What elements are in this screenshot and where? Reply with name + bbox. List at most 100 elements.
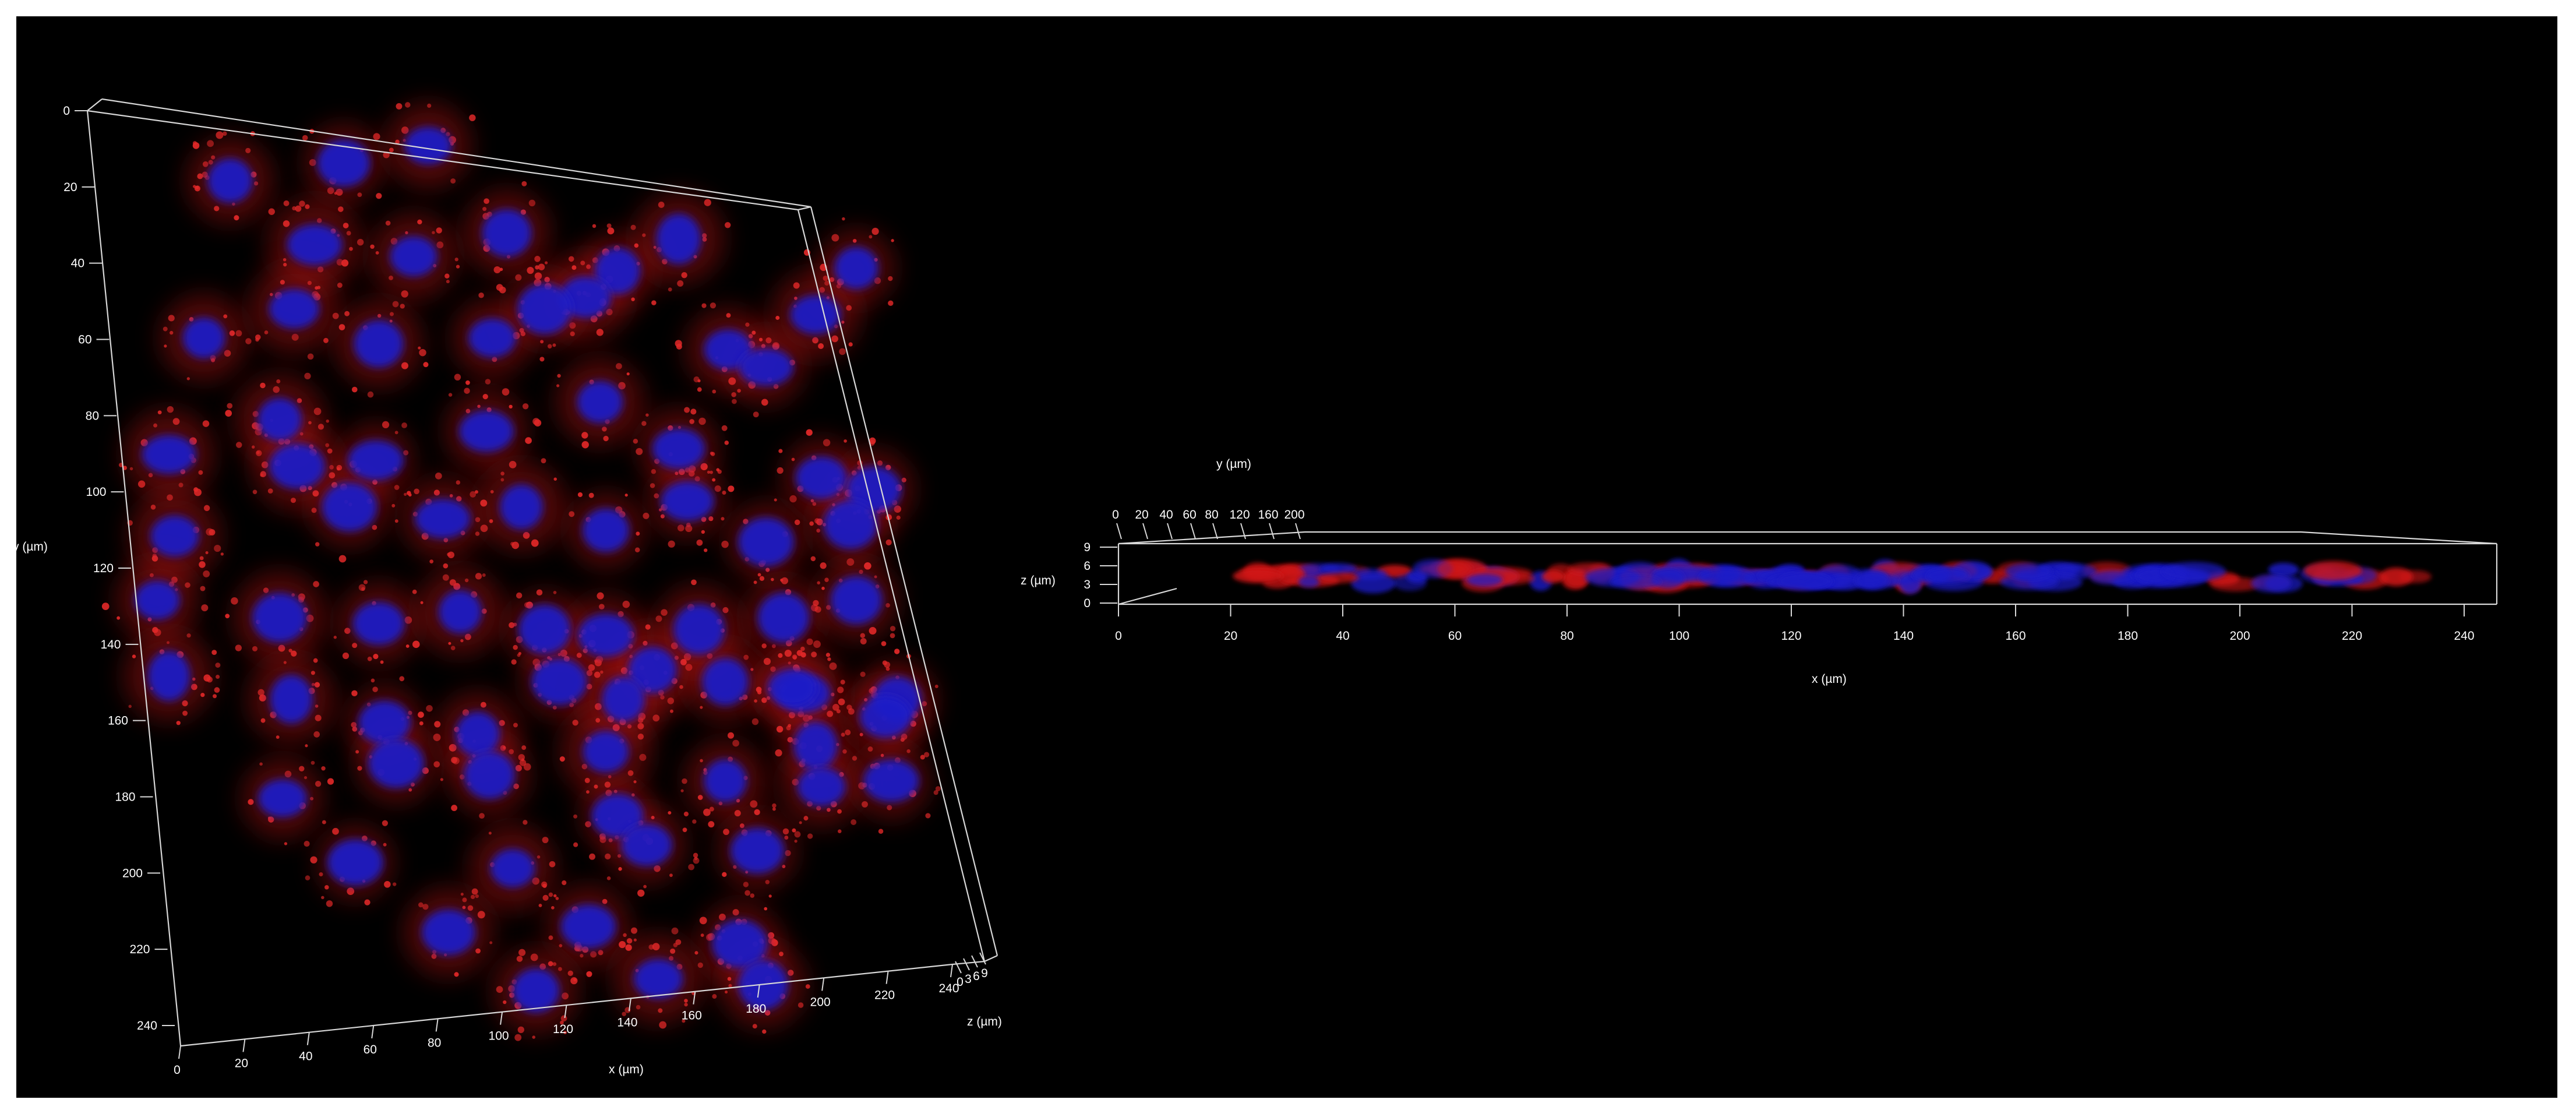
y-tick-label: 0 — [63, 104, 70, 118]
vesicle-dot — [496, 986, 503, 993]
vesicle-dot — [654, 493, 659, 499]
vesicle-dot — [150, 573, 154, 577]
vesicle-dot — [700, 759, 703, 763]
vesicle-dot — [626, 372, 630, 376]
side-x-tick-label: 140 — [1893, 629, 1914, 643]
side-y-tick-label: 40 — [1159, 508, 1173, 521]
vesicle-dot — [213, 694, 217, 699]
x-tick-label: 240 — [938, 982, 959, 995]
side-cell-blob — [2210, 577, 2261, 591]
vesicle-dot — [627, 724, 632, 729]
vesicle-dot — [372, 480, 377, 485]
vesicle-dot — [403, 139, 406, 142]
vesicle-dot — [530, 953, 538, 961]
vesicle-dot — [129, 467, 133, 471]
vesicle-dot — [586, 790, 590, 794]
vesicle-dot — [208, 160, 213, 165]
vesicle-dot — [203, 505, 210, 512]
vesicle-dot — [390, 238, 398, 245]
vesicle-dot — [163, 326, 168, 332]
vesicle-dot — [422, 904, 429, 910]
y-tick-label: 80 — [86, 409, 99, 422]
vesicle-dot — [697, 387, 702, 392]
vesicle-dot — [454, 258, 458, 262]
vesicle-dot — [636, 447, 643, 455]
vesicle-dot — [489, 941, 493, 945]
nucleus — [518, 604, 571, 654]
vesicle-dot — [716, 468, 720, 472]
vesicle-dot — [477, 911, 485, 919]
x-tick-mark — [306, 1032, 310, 1045]
vesicle-dot — [412, 589, 417, 594]
vesicle-dot — [214, 545, 221, 552]
vesicle-dot — [261, 461, 269, 468]
vesicle-dot — [701, 516, 707, 522]
vesicle-dot — [448, 642, 451, 645]
vesicle-dot — [651, 300, 657, 305]
x-tick-mark — [500, 1012, 503, 1025]
vesicle-dot — [168, 315, 175, 322]
vesicle-dot — [653, 245, 657, 249]
nucleus — [702, 658, 749, 706]
vesicle-dot — [724, 222, 731, 228]
vesicle-dot — [334, 192, 337, 195]
nucleus — [422, 909, 475, 956]
vesicle-dot — [375, 251, 379, 255]
vesicle-dot — [355, 750, 359, 754]
vesicle-dot — [101, 602, 110, 610]
vesicle-dot — [333, 636, 337, 639]
vesicle-dot — [460, 893, 464, 896]
vesicle-dot — [182, 710, 188, 716]
vesicle-dot — [252, 489, 257, 495]
vesicle-dot — [846, 558, 855, 566]
vesicle-dot — [329, 472, 336, 479]
nucleus — [863, 759, 919, 802]
vesicle-dot — [777, 467, 784, 474]
vesicle-dot — [700, 933, 704, 938]
vesicle-dot — [510, 541, 514, 546]
vesicle-dot — [637, 723, 644, 730]
side-cell-blob — [1277, 565, 1305, 585]
vesicle-dot — [569, 322, 576, 329]
nucleus — [797, 767, 846, 806]
vesicle-dot — [721, 425, 728, 431]
nucleus — [656, 213, 701, 265]
vesicle-dot — [509, 404, 513, 409]
vesicle-dot — [838, 829, 842, 833]
vesicle-dot — [779, 952, 784, 957]
nucleus — [150, 515, 199, 557]
vesicle-dot — [831, 234, 839, 242]
vesicle-dot — [211, 155, 216, 160]
z-axis-side: 0 3 6 9 — [1084, 541, 1117, 610]
nucleus — [661, 481, 714, 521]
vesicle-dot — [816, 518, 823, 526]
vesicle-dot — [739, 823, 744, 829]
vesicle-dot — [596, 329, 604, 336]
vesicle-dot — [513, 622, 517, 627]
vesicle-dot — [589, 853, 595, 860]
nucleus — [767, 668, 817, 707]
side-y-tick-label: 120 — [1229, 508, 1250, 521]
vesicle-dot — [859, 732, 863, 737]
vesicle-dot — [808, 715, 813, 720]
vesicle-dot — [793, 282, 800, 289]
nucleus — [859, 695, 912, 738]
vesicle-dot — [469, 114, 476, 121]
vesicle-dot — [310, 760, 315, 765]
side-x-tick-label: 20 — [1224, 629, 1237, 643]
nucleus — [628, 647, 677, 693]
vesicle-dot — [372, 524, 377, 530]
vesicle-dot — [382, 421, 390, 429]
vesicle-dot — [622, 600, 630, 608]
nucleus — [207, 158, 253, 203]
side-cell-blob — [1541, 570, 1565, 583]
vesicle-dot — [680, 789, 684, 792]
vesicle-dot — [347, 887, 355, 896]
vesicle-dot — [283, 258, 287, 262]
nucleus — [270, 675, 313, 724]
vesicle-dot — [694, 476, 700, 482]
vesicle-dot — [633, 439, 638, 444]
vesicle-dot — [276, 735, 280, 739]
